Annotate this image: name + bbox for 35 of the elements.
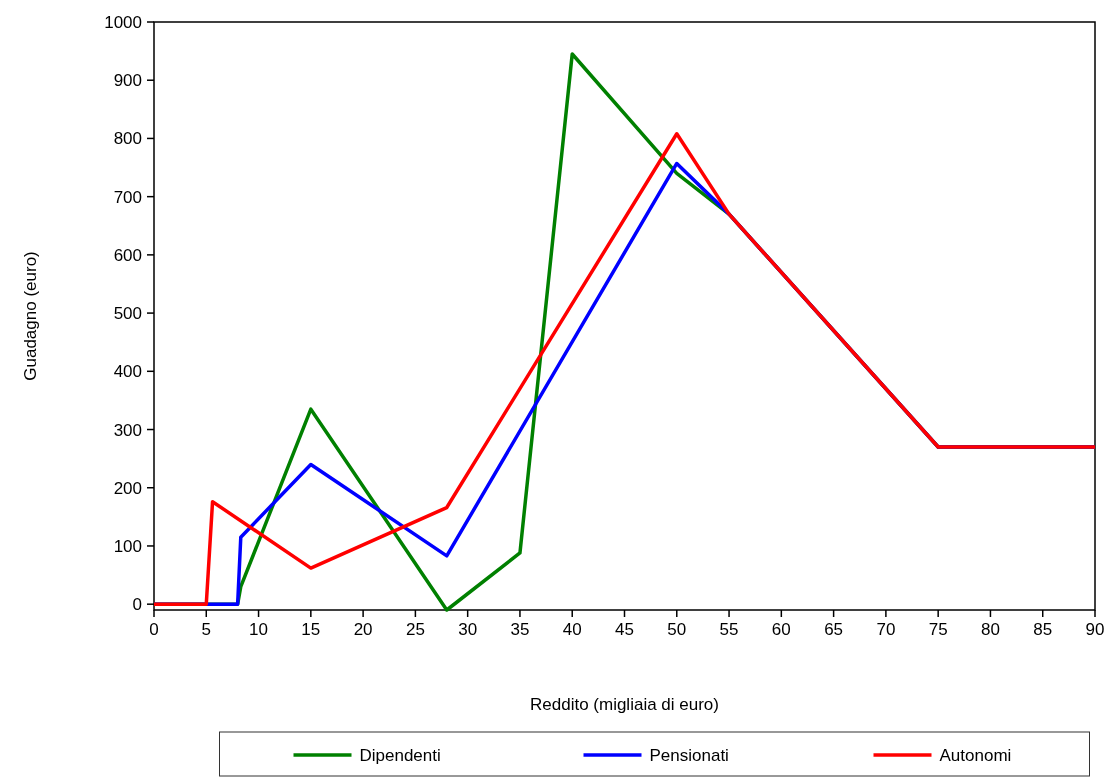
x-tick-label: 10 [249, 620, 269, 639]
y-tick-label: 700 [113, 187, 142, 207]
x-tick-label: 20 [353, 620, 373, 639]
x-tick-label: 65 [824, 620, 844, 639]
x-tick-label: 85 [1033, 620, 1053, 639]
x-tick-label: 45 [615, 620, 634, 639]
y-tick-label: 300 [113, 420, 142, 440]
x-tick-label: 30 [458, 620, 478, 639]
x-tick-label: 5 [201, 620, 212, 639]
y-axis-title: Guadagno (euro) [21, 251, 40, 381]
x-tick-label: 0 [149, 620, 159, 639]
legend-label: Pensionati [649, 746, 729, 765]
x-tick-label: 40 [562, 620, 582, 639]
y-tick-label: 200 [113, 478, 142, 498]
y-tick-label: 400 [113, 362, 142, 382]
legend-label: Autonomi [939, 746, 1012, 765]
x-tick-label: 75 [928, 620, 948, 639]
x-tick-label: 15 [301, 620, 321, 639]
x-tick-label: 35 [510, 620, 530, 639]
y-tick-label: 100 [113, 536, 142, 556]
y-tick-label: 900 [113, 71, 142, 91]
y-tick-label: 1000 [104, 13, 142, 32]
x-tick-label: 60 [771, 620, 791, 639]
x-tick-label: 90 [1085, 620, 1104, 639]
x-tick-label: 25 [405, 620, 425, 639]
y-tick-label: 0 [132, 595, 142, 615]
y-tick-label: 800 [113, 129, 142, 149]
y-tick-label: 500 [113, 304, 142, 324]
x-tick-label: 80 [980, 620, 1000, 639]
x-tick-label: 70 [876, 620, 896, 639]
x-axis-title: Reddito (migliaia di euro) [530, 695, 719, 714]
x-tick-label: 55 [719, 620, 739, 639]
x-tick-label: 50 [667, 620, 687, 639]
legend-label: Dipendenti [359, 746, 441, 765]
y-tick-label: 600 [113, 245, 142, 265]
